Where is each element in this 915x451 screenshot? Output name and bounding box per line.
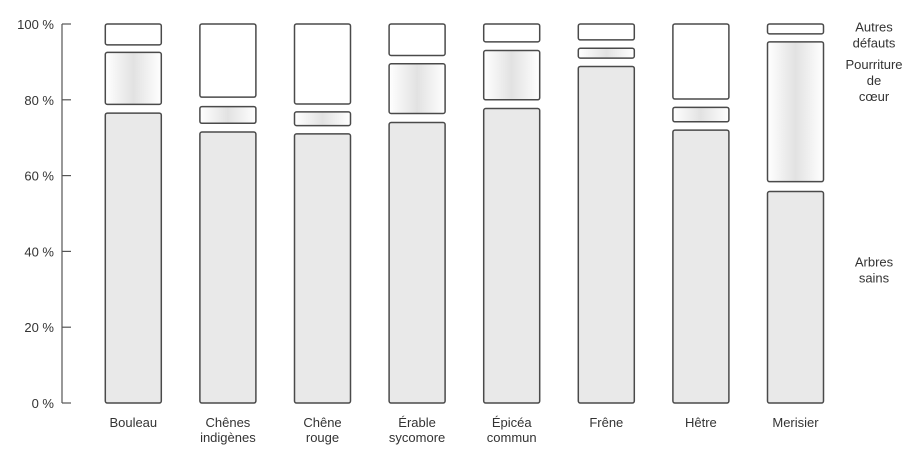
bar-segment-solid xyxy=(199,131,257,404)
x-tick-label-line: Chênes xyxy=(205,415,250,430)
x-tick-label: Merisier xyxy=(772,415,819,430)
bar-segment-open xyxy=(482,23,541,43)
y-tick-label: 100 % xyxy=(17,17,54,32)
bar-6 xyxy=(672,23,730,404)
bar-segment-gradient xyxy=(104,51,163,106)
x-tick-label-line: Hêtre xyxy=(685,415,717,430)
bar-segment-gradient xyxy=(766,41,825,183)
bar-0 xyxy=(104,23,163,404)
x-tick-label-line: Bouleau xyxy=(109,415,157,430)
y-tick-label: 60 % xyxy=(24,169,54,184)
bar-segment-solid xyxy=(104,112,163,404)
bar-7 xyxy=(766,23,825,404)
bar-segment-open xyxy=(199,23,257,98)
legend-entry: Pourriture de cœur xyxy=(845,57,902,104)
x-tick-label-line: Érable xyxy=(398,415,436,430)
bar-1 xyxy=(199,23,257,404)
x-tick-label-line: Frêne xyxy=(589,415,623,430)
bar-segment-open xyxy=(293,23,352,105)
bars xyxy=(104,23,825,404)
x-tick-label: Hêtre xyxy=(685,415,717,430)
legend-entry: Autres défauts xyxy=(853,19,896,50)
bar-segment-solid xyxy=(766,190,825,404)
bar-3 xyxy=(388,23,446,404)
bar-segment-open xyxy=(104,23,163,46)
legend-entry: Arbres sains xyxy=(855,254,894,285)
legend: Autres défauts Pourriture de cœur Arbres sains xyxy=(845,19,902,285)
bar-segment-gradient xyxy=(199,105,257,125)
bar-segment-gradient xyxy=(577,47,636,59)
y-axis: 0 % 20 % 40 % 60 % 80 % 100 % xyxy=(17,17,71,411)
y-tick-label: 80 % xyxy=(24,93,54,108)
x-tick-label: Bouleau xyxy=(109,415,157,430)
x-tick-label: Chêne rouge xyxy=(303,415,341,445)
bar-segment-gradient xyxy=(672,106,730,123)
legend-entry-line: de xyxy=(867,73,881,88)
bar-segment-solid xyxy=(388,121,446,404)
x-axis-labels: Bouleau Chênes indigènes Chêne rouge Érable sy… xyxy=(109,415,819,445)
bar-5 xyxy=(577,23,636,404)
bar-segment-open xyxy=(577,23,636,41)
bar-4 xyxy=(482,23,541,404)
y-tick-label: 20 % xyxy=(24,320,54,335)
x-tick-label-line: Merisier xyxy=(772,415,819,430)
x-tick-label-line: sycomore xyxy=(389,430,445,445)
x-tick-label-line: commun xyxy=(487,430,537,445)
x-tick-label-line: rouge xyxy=(306,430,339,445)
x-tick-label: Frêne xyxy=(589,415,623,430)
legend-entry-line: Autres xyxy=(855,19,893,34)
x-tick-label-line: indigènes xyxy=(200,430,256,445)
legend-entry-line: Arbres xyxy=(855,254,894,269)
legend-entry-line: Pourriture xyxy=(845,57,902,72)
bar-segment-gradient xyxy=(482,49,541,101)
bar-segment-solid xyxy=(672,129,730,404)
y-tick-label: 40 % xyxy=(24,244,54,259)
bar-segment-gradient xyxy=(388,63,446,115)
bar-segment-gradient xyxy=(293,111,352,127)
legend-entry-line: sains xyxy=(859,270,890,285)
bar-segment-open xyxy=(388,23,446,57)
x-tick-label: Chênes indigènes xyxy=(200,415,256,445)
x-tick-label: Épicéa commun xyxy=(487,415,537,445)
bar-2 xyxy=(293,23,352,404)
x-tick-label-line: Épicéa xyxy=(492,415,533,430)
bar-segment-solid xyxy=(293,133,352,404)
bar-segment-open xyxy=(766,23,825,35)
x-tick-label: Érable sycomore xyxy=(389,415,445,445)
y-tick-label: 0 % xyxy=(32,396,55,411)
bar-segment-solid xyxy=(482,107,541,404)
bar-segment-solid xyxy=(577,65,636,404)
legend-entry-line: défauts xyxy=(853,35,896,50)
bar-segment-open xyxy=(672,23,730,100)
x-tick-label-line: Chêne xyxy=(303,415,341,430)
legend-entry-line: cœur xyxy=(859,89,890,104)
